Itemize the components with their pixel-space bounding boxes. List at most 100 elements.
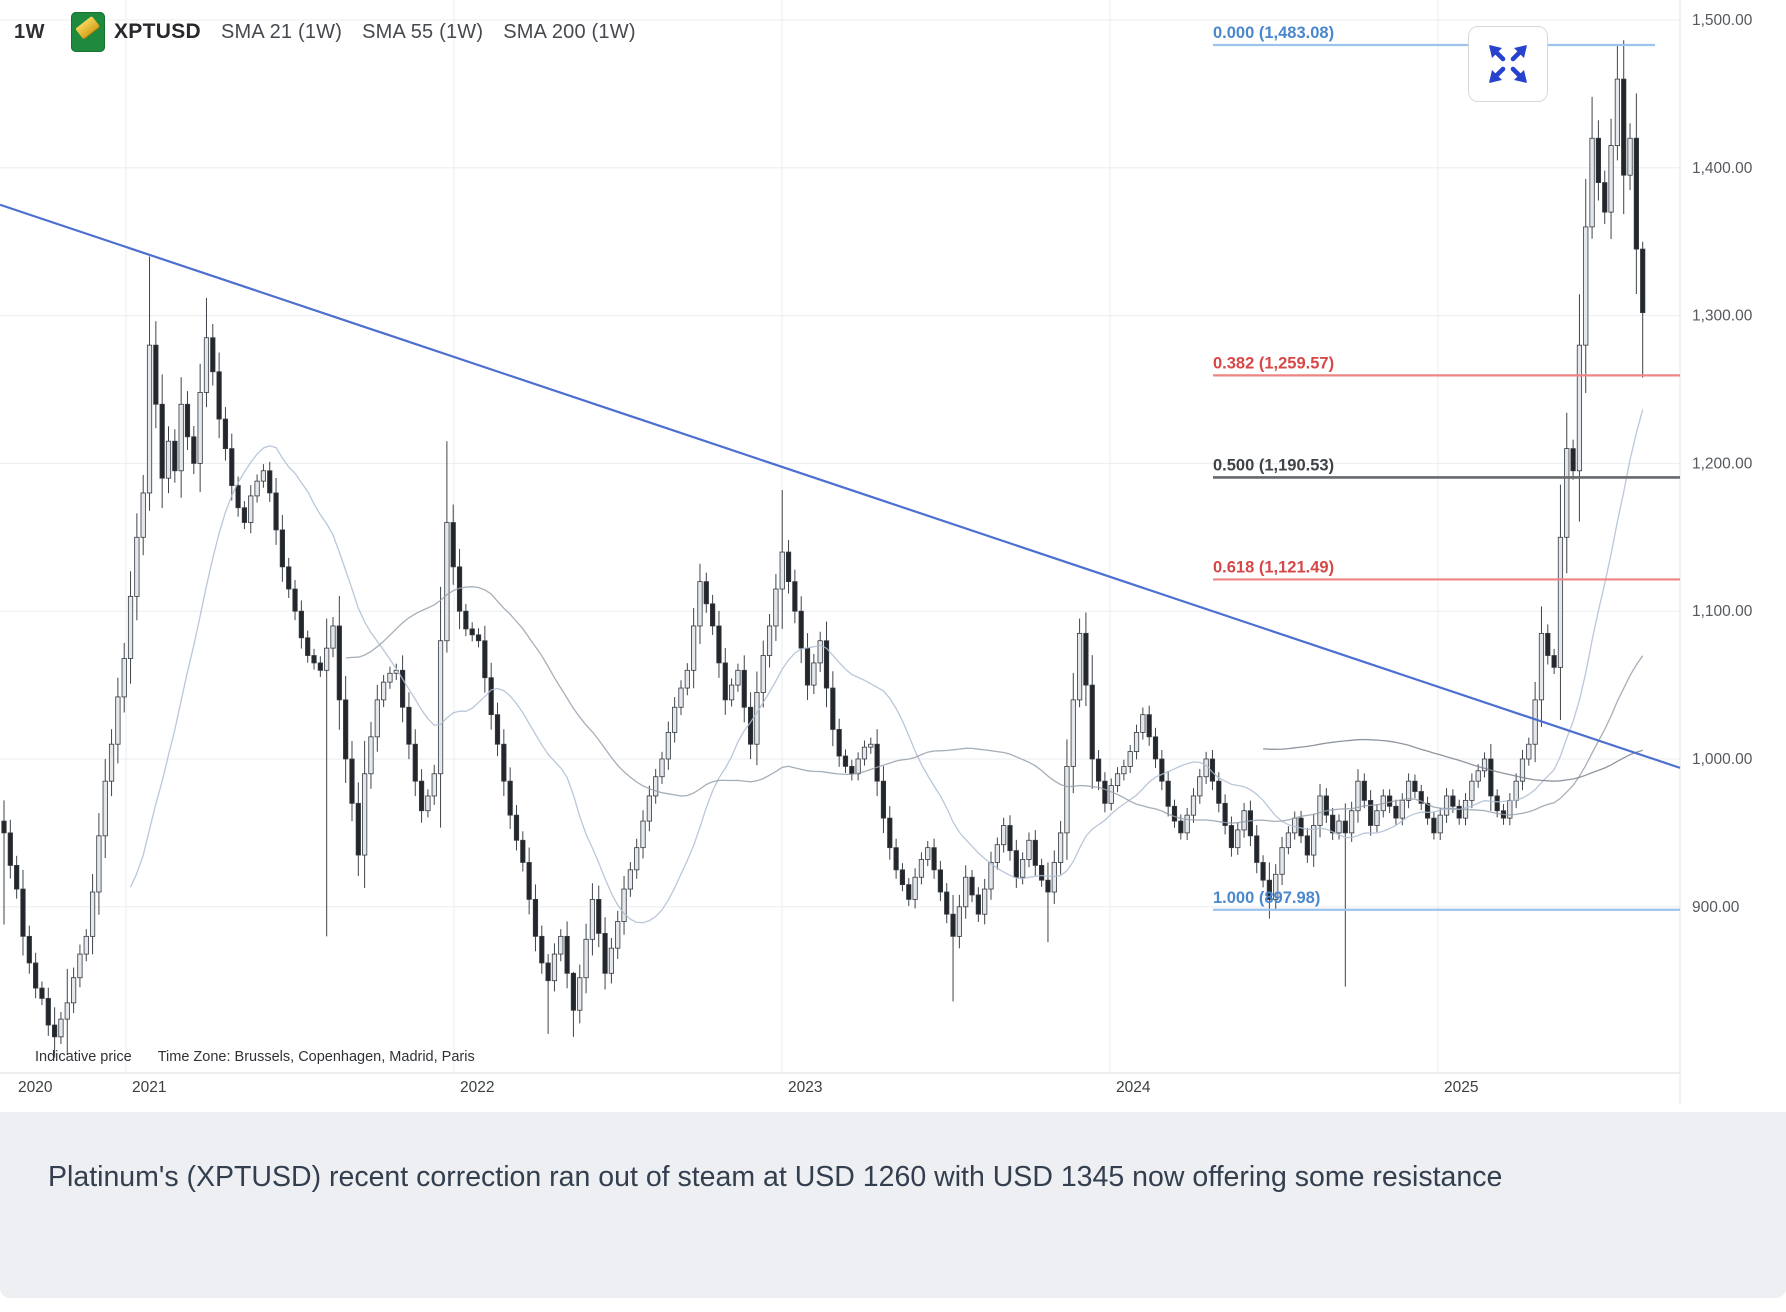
indicator-sma200-label[interactable]: SMA 200 (1W): [503, 20, 636, 43]
trendline[interactable]: [0, 203, 1681, 769]
fib-label-0.500: 0.500 (1,190.53): [1213, 456, 1334, 474]
candle-down: [1330, 814, 1336, 834]
candle-down: [1424, 802, 1431, 819]
candle-down: [311, 655, 317, 664]
candle-down: [1602, 182, 1608, 213]
candle-up: [1481, 758, 1488, 772]
symbol-label[interactable]: XPTUSD: [114, 20, 201, 43]
candle-up: [653, 776, 659, 797]
candle-up: [678, 687, 684, 708]
candle-down: [469, 628, 475, 636]
price-chart[interactable]: 1,500.00 1,400.00 1,300.00 1,200.00 1,100.00…: [0, 0, 1786, 1112]
chart-footnote: Indicative price Time Zone: Brussels, Co…: [35, 1049, 475, 1065]
candle-up: [665, 731, 671, 760]
candle-up: [735, 669, 741, 686]
candle-up: [96, 835, 102, 893]
candle-down: [804, 647, 811, 686]
candle-up: [1241, 810, 1247, 831]
candle-down: [785, 551, 792, 583]
candle-up: [729, 684, 735, 701]
candle-down: [235, 485, 241, 509]
candle-up: [1443, 795, 1450, 816]
candle-up: [773, 588, 779, 627]
ingot-shape: [75, 15, 100, 40]
candle-up: [127, 596, 134, 659]
fib-label-0.382: 0.382 (1,259.57): [1213, 354, 1334, 372]
price-axis-label: 1,200.00: [1692, 455, 1753, 472]
candle-up: [1399, 799, 1405, 819]
indicator-sma21-label[interactable]: SMA 21 (1W): [220, 20, 343, 43]
candle-down: [159, 403, 165, 479]
candle-up: [444, 522, 450, 642]
candle-down: [520, 839, 526, 863]
candle-up: [1070, 699, 1076, 767]
candle-up: [918, 859, 925, 878]
candle-up: [197, 392, 203, 464]
candle-down: [1095, 758, 1102, 782]
candle-up: [437, 640, 444, 775]
candle-up: [1140, 714, 1146, 733]
candle-up: [1311, 825, 1317, 856]
candle-up: [248, 495, 254, 523]
candle-down: [950, 913, 956, 937]
candle-up: [89, 891, 96, 937]
candle-down: [222, 418, 229, 450]
candle-down: [1216, 780, 1222, 804]
candle-down: [349, 758, 355, 804]
candle-down: [792, 581, 798, 612]
candle-down: [450, 522, 456, 568]
candle-up: [583, 938, 589, 979]
caption-panel: Platinum's (XPTUSD) recent correction ra…: [0, 1112, 1786, 1298]
candle-down: [1083, 632, 1089, 686]
candle-up: [1608, 145, 1614, 213]
candle-up: [1526, 743, 1532, 760]
year-axis-label: 2023: [788, 1079, 822, 1096]
candle-up: [1235, 829, 1241, 849]
candle-down: [1368, 799, 1374, 826]
candle-up: [691, 625, 697, 671]
candle-down: [153, 344, 159, 405]
candle-up: [1108, 785, 1114, 804]
candle-up: [608, 947, 614, 974]
candle-down: [931, 847, 937, 871]
candle-down: [747, 706, 754, 745]
fullscreen-button[interactable]: [1468, 26, 1548, 102]
candle-up: [260, 470, 267, 482]
candle-up: [1564, 448, 1570, 538]
candle-up: [1121, 765, 1127, 775]
candle-down: [20, 888, 26, 937]
candle-up: [387, 672, 393, 683]
year-axis-label: 2022: [460, 1079, 494, 1096]
candle-down: [969, 876, 975, 896]
candle-up: [684, 669, 690, 689]
candle-down: [1159, 758, 1165, 782]
candle-up: [1583, 226, 1589, 346]
candle-up: [1614, 78, 1620, 147]
candle-down: [184, 403, 191, 438]
candle-down: [830, 687, 836, 730]
indicator-sma55-label[interactable]: SMA 55 (1W): [362, 20, 484, 43]
candle-up: [64, 1002, 70, 1020]
candle-down: [210, 337, 216, 373]
candle-down: [1089, 684, 1095, 760]
candle-up: [1133, 731, 1140, 753]
candle-down: [343, 699, 349, 760]
sma-line-21: [129, 409, 1644, 924]
candle-up: [1589, 137, 1595, 228]
candle-up: [70, 977, 77, 1004]
candle-down: [887, 817, 893, 849]
candle-up: [855, 758, 861, 775]
candle-down: [418, 780, 425, 812]
candle-up: [1532, 699, 1538, 745]
candle-down: [1488, 758, 1494, 797]
candle-up: [811, 662, 817, 686]
candle-down: [305, 637, 311, 656]
timeframe-label[interactable]: 1W: [14, 20, 45, 43]
year-axis-label: 2021: [132, 1079, 166, 1096]
candle-up: [1058, 832, 1064, 863]
candle-up: [912, 876, 918, 900]
candle-up: [551, 953, 558, 982]
candle-down: [1393, 805, 1399, 819]
candle-up: [760, 655, 766, 693]
candle-down: [874, 743, 880, 782]
